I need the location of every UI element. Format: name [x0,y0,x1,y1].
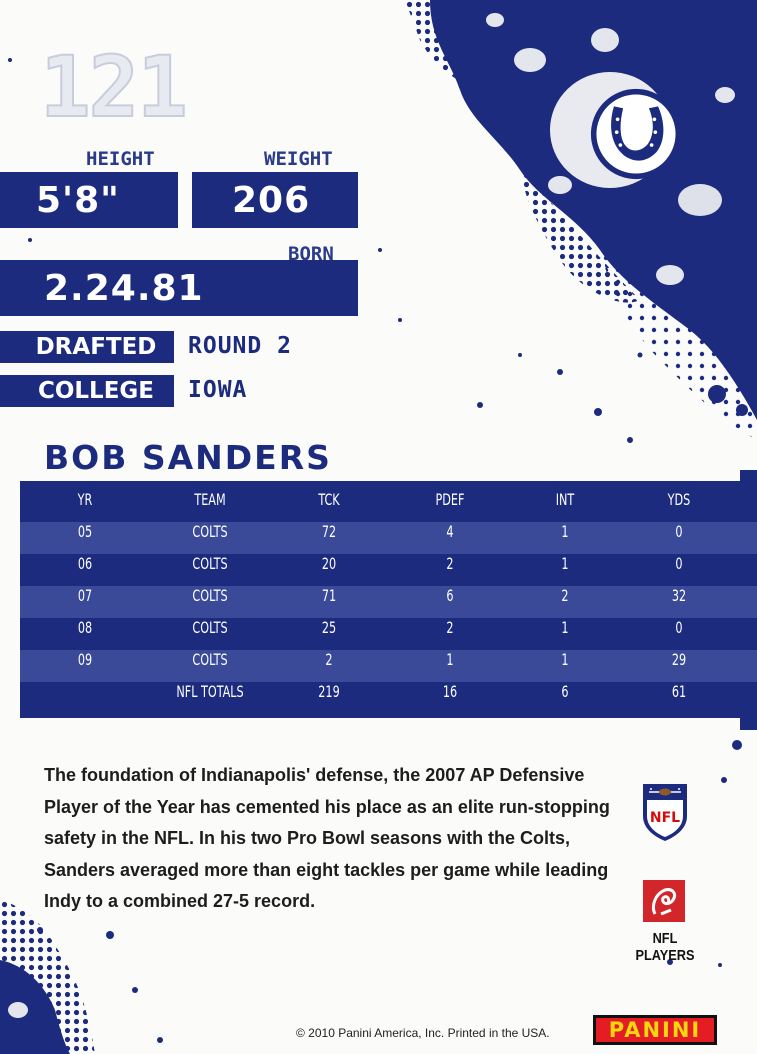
nfl-shield-text: NFL [650,810,680,826]
cell-int-total: 6 [561,682,569,701]
player-bio: The foundation of Indianapolis' defense,… [44,765,610,911]
table-row: 09 COLTS 2 1 1 29 [20,650,757,682]
cell-tck: 2 [325,650,333,669]
header-pdef: PDEF [435,490,465,509]
cell-yr: 07 [77,586,93,605]
cell-pdef: 1 [446,650,454,669]
cell-tck-total: 219 [318,682,340,701]
cell-yds: 29 [671,650,687,669]
copyright-text: © 2010 Panini America, Inc. Printed in t… [296,1026,550,1040]
panini-logo: PANINI [593,1015,717,1045]
cell-int: 1 [561,522,569,541]
cell-yds: 0 [675,554,683,573]
drafted-value: ROUND 2 [188,333,292,359]
player-name: BOB SANDERS [44,438,332,477]
cell-pdef: 6 [446,586,454,605]
header-yr: YR [77,490,93,509]
table-row: 07 COLTS 71 6 2 32 [20,586,757,618]
header-yds: YDS [667,490,691,509]
card-number: 121 [39,37,189,137]
cell-yr: 08 [77,618,93,637]
cell-tck: 72 [321,522,337,541]
cell-tck: 25 [321,618,337,637]
nfl-shield-logo: NFL [643,784,687,841]
cell-int: 2 [561,586,569,605]
cell-int: 1 [561,554,569,573]
header-team: TEAM [194,490,226,509]
table-row: 08 COLTS 25 2 1 0 [20,618,757,650]
cell-pdef-total: 16 [442,682,458,701]
stats-table: YR TEAM TCK PDEF INT YDS 05 COLTS 72 4 1… [20,481,757,718]
cell-team: COLTS [192,618,228,637]
college-value: IOWA [188,377,248,403]
cell-yds-total: 61 [671,682,687,701]
cell-team: COLTS [192,650,228,669]
height-value: 5'8" [0,172,178,228]
table-row: 05 COLTS 72 4 1 0 [20,522,757,554]
header-tck: TCK [318,490,340,509]
weight-value: 206 [192,172,358,228]
colts-horseshoe-logo [590,88,682,180]
nfl-players-logo [643,880,685,922]
height-label: HEIGHT [86,148,155,170]
born-label: BORN [288,243,334,265]
cell-yds: 32 [671,586,687,605]
cell-int: 1 [561,650,569,669]
cell-team: COLTS [192,522,228,541]
cell-team: COLTS [192,586,228,605]
header-int: INT [555,490,575,509]
nfl-players-label: NFL PLAYERS [635,930,695,964]
table-row: 06 COLTS 20 2 1 0 [20,554,757,586]
cell-pdef: 2 [446,554,454,573]
cell-pdef: 2 [446,618,454,637]
weight-label: WEIGHT [264,148,333,170]
cell-yds: 0 [675,522,683,541]
cell-tck: 20 [321,554,337,573]
cell-pdef: 4 [446,522,454,541]
cell-totals-label: NFL TOTALS [176,682,244,701]
cell-yr: 09 [77,650,93,669]
cell-yr: 05 [77,522,93,541]
drafted-label: DRAFTED [0,331,174,363]
cell-tck: 71 [321,586,337,605]
born-value: 2.24.81 [0,260,358,316]
cell-int: 1 [561,618,569,637]
stats-header-row: YR TEAM TCK PDEF INT YDS [20,490,757,522]
totals-row: NFL TOTALS 219 16 6 61 [20,682,757,714]
college-label: COLLEGE [0,375,174,407]
cell-yds: 0 [675,618,683,637]
cell-yr: 06 [77,554,93,573]
cell-team: COLTS [192,554,228,573]
